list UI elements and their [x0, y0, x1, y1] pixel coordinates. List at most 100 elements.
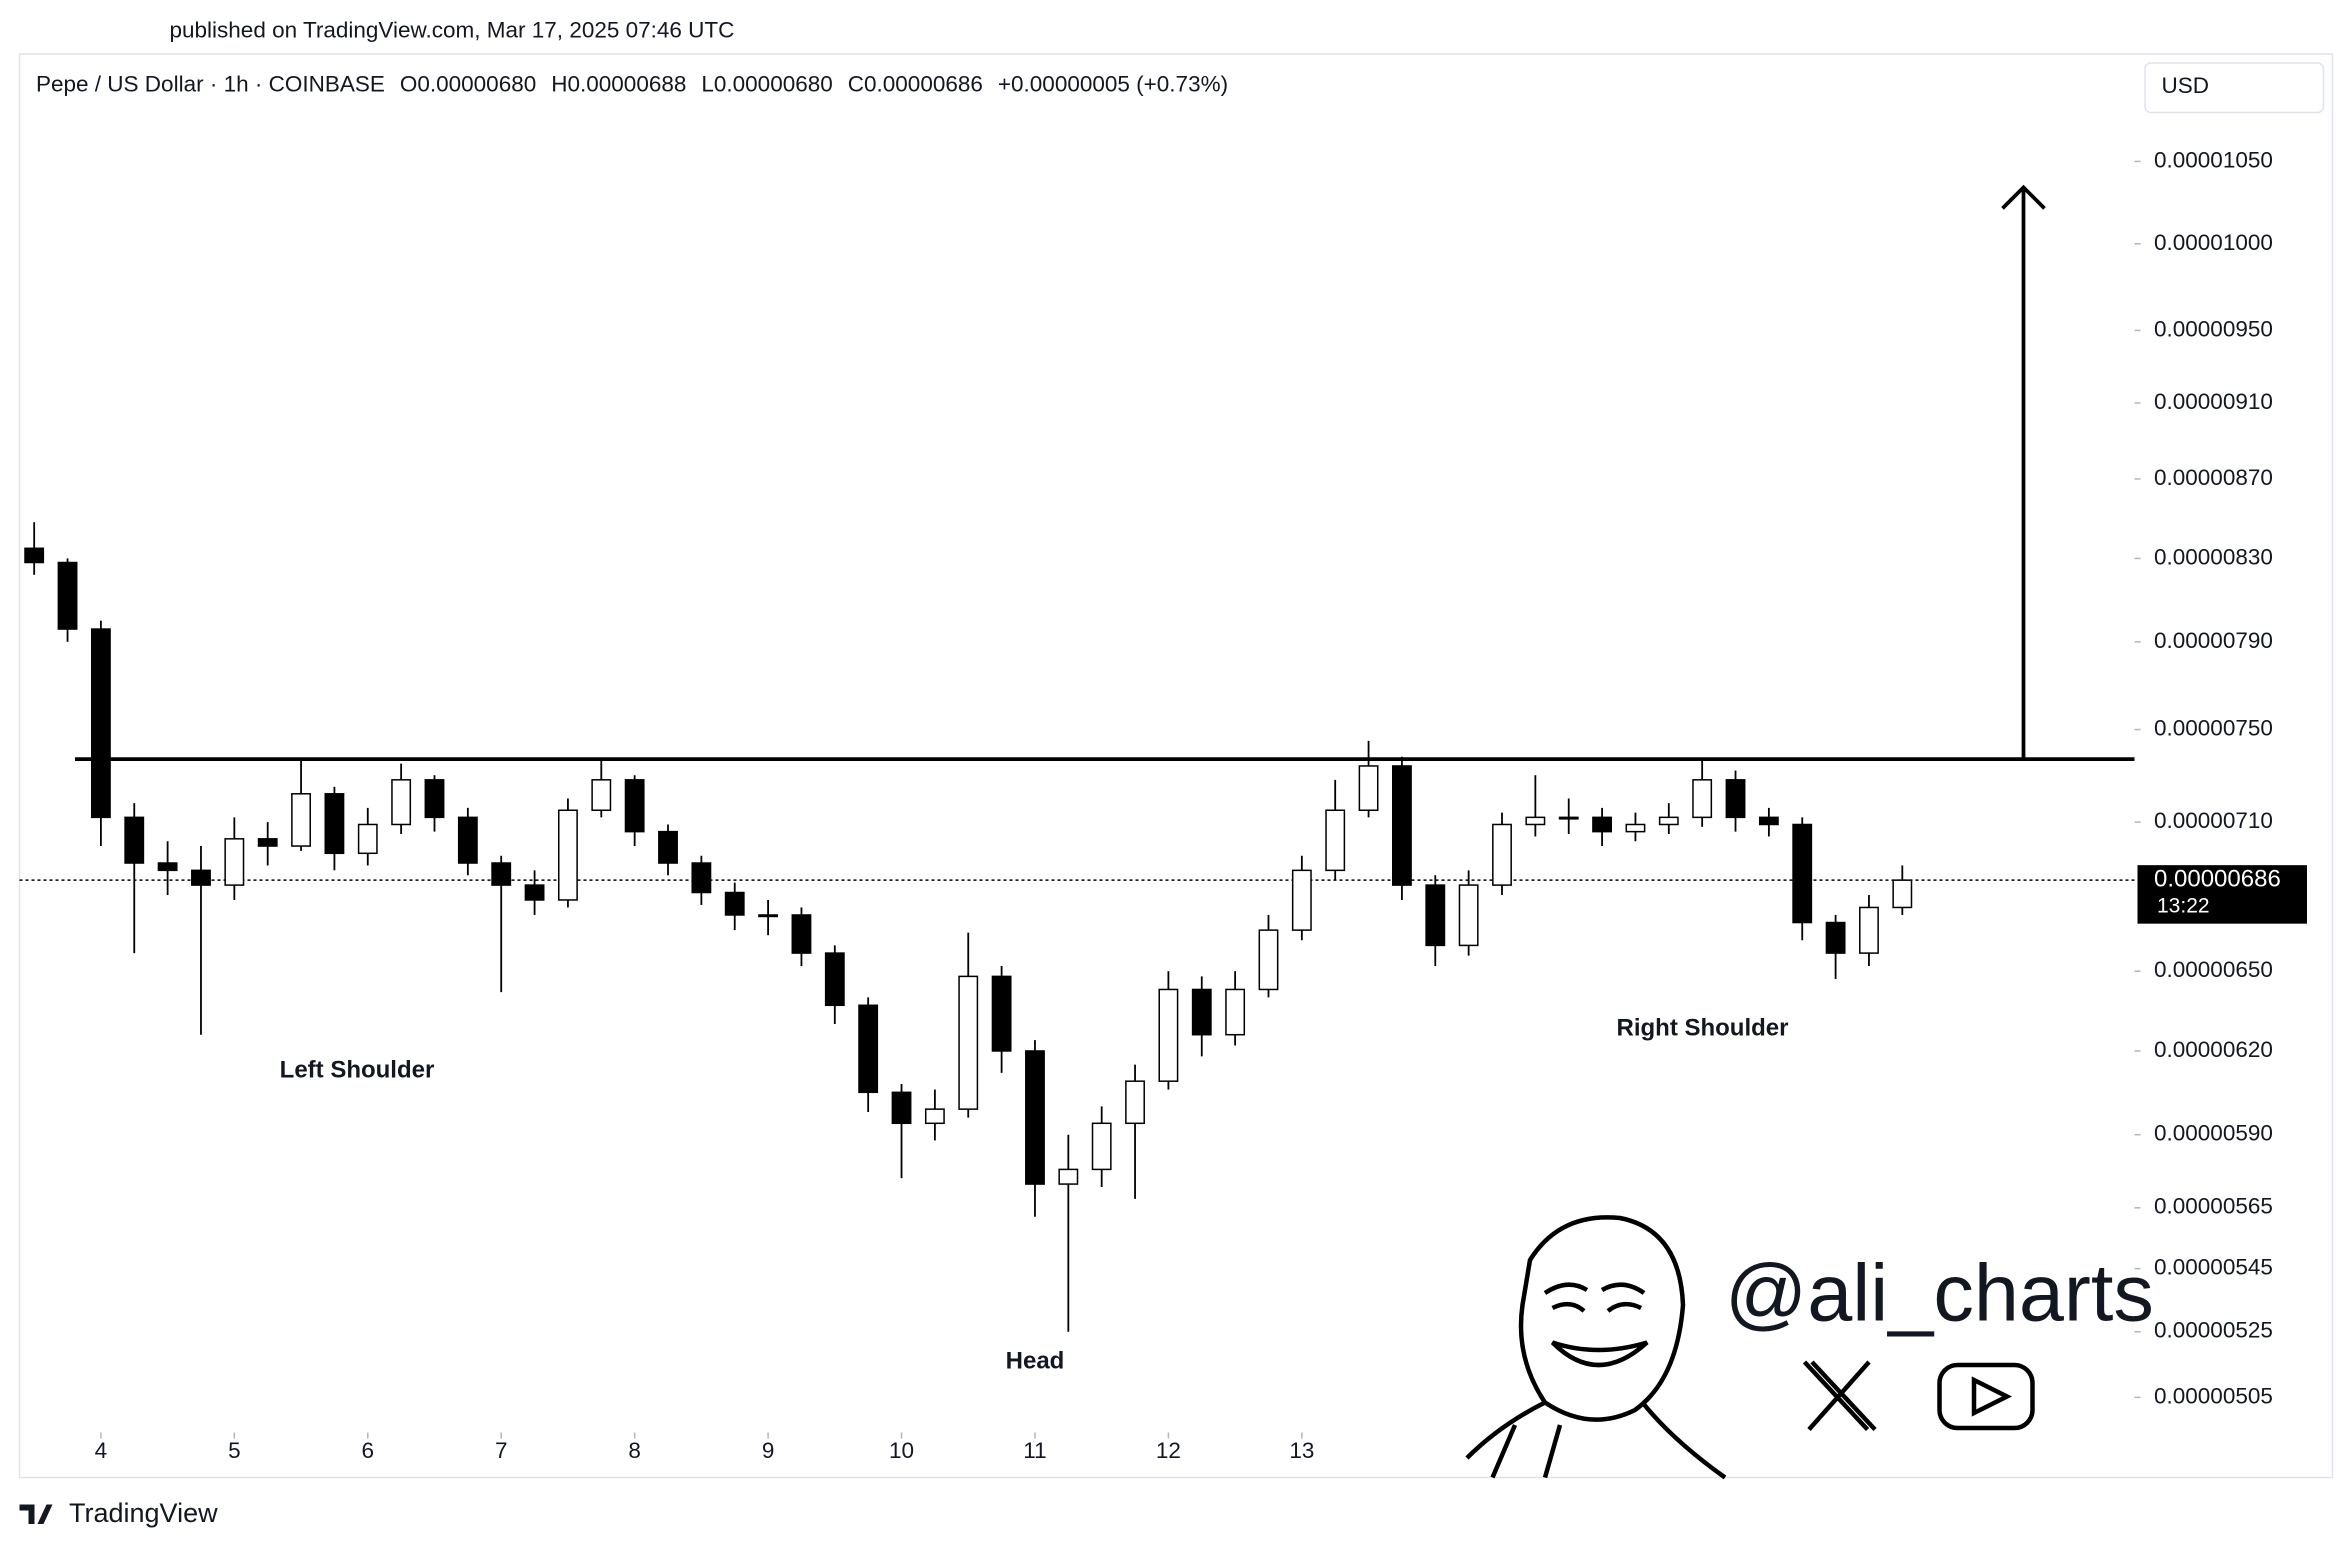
symbol: Pepe / US Dollar · 1h · COINBASE [36, 71, 385, 96]
x-icon[interactable] [1802, 1360, 1877, 1432]
ohlc-value: +0.00000005 (+0.73%) [998, 71, 1228, 96]
candle-body [1692, 779, 1713, 819]
y-tick-label: 0.00000620 [2154, 1037, 2273, 1062]
candle-body [491, 862, 512, 886]
currency-box[interactable] [2144, 62, 2325, 114]
x-tick-label: 4 [95, 1438, 108, 1463]
candle-body [791, 914, 812, 954]
candle-body [1859, 906, 1879, 954]
candle-body [1325, 809, 1346, 872]
annotation: Right Shoulder [1617, 1014, 1789, 1041]
currency: USD [2162, 73, 2210, 98]
candle-body [1792, 823, 1813, 924]
candle-body [1058, 1168, 1079, 1185]
candle-body [1191, 988, 1212, 1036]
annotation: Left Shoulder [280, 1056, 435, 1083]
candle-body [891, 1091, 912, 1125]
candle-body [391, 779, 412, 826]
candle-body [991, 975, 1012, 1052]
y-tick-label: 0.00000710 [2154, 808, 2273, 833]
y-tick-label: 0.00000830 [2154, 544, 2273, 569]
candle-body [1358, 765, 1379, 812]
price-label: 0.00000686 [2154, 866, 2281, 893]
candle-body [1391, 765, 1412, 886]
candle-body [24, 547, 45, 564]
annotation: Head [1006, 1347, 1065, 1374]
y-tick-label: 0.00000565 [2154, 1194, 2273, 1219]
x-tick-label: 8 [628, 1438, 641, 1463]
y-tick-label: 0.00000545 [2154, 1255, 2273, 1280]
published-note: published on TradingView.com, Mar 17, 20… [170, 17, 735, 42]
ohlc-value: C0.00000686 [848, 71, 983, 96]
y-tick-label: 0.00000750 [2154, 715, 2273, 740]
ohlc-value: L0.00000680 [701, 71, 832, 96]
candle-body [224, 838, 245, 886]
x-tick-label: 9 [762, 1438, 775, 1463]
candle-body [958, 975, 979, 1110]
price-label-box [2137, 865, 2307, 924]
y-tick-label: 0.00000910 [2154, 389, 2273, 414]
candle-body [658, 830, 678, 864]
ohlc-value: O0.00000680 [400, 71, 536, 96]
brand-logo [19, 1504, 53, 1525]
handle: @ali_charts [1725, 1248, 2154, 1338]
candle-body [324, 793, 345, 855]
candle-body [591, 779, 612, 812]
y-tick-label: 0.00000590 [2154, 1121, 2273, 1146]
candle-body [724, 891, 745, 916]
candle-body [1525, 816, 1546, 826]
x-tick-label: 10 [889, 1438, 914, 1463]
candle-body [457, 816, 478, 864]
candle-body [558, 809, 578, 901]
candle-body [858, 1004, 879, 1094]
candle-body [1258, 929, 1279, 991]
candle-body [424, 779, 445, 819]
x-tick-label: 7 [495, 1438, 508, 1463]
candle-body [1158, 988, 1179, 1082]
candle-body [124, 816, 145, 864]
candle-body [90, 628, 111, 819]
candle-body [1892, 879, 1913, 909]
candle-body [1091, 1122, 1112, 1171]
ohlc-value: H0.00000688 [551, 71, 686, 96]
candle-body [1825, 921, 1846, 954]
candle-body [824, 952, 845, 1007]
candle-body [1592, 816, 1613, 833]
chart-frame [18, 53, 2334, 1479]
y-tick-label: 0.00001050 [2154, 147, 2273, 172]
candle-body [1458, 884, 1479, 947]
x-tick-label: 11 [1023, 1438, 1046, 1463]
candle-body [1625, 823, 1646, 833]
candle-body [924, 1108, 945, 1125]
candle-body [1291, 869, 1312, 931]
candle-body [1225, 988, 1246, 1036]
y-tick-label: 0.00000870 [2154, 465, 2273, 490]
candle-body [1758, 816, 1779, 826]
y-tick-label: 0.00000505 [2154, 1383, 2273, 1408]
candle-body [257, 838, 278, 847]
candle-body [1425, 884, 1446, 947]
avatar [1465, 1215, 1727, 1480]
candle-body [291, 793, 311, 847]
x-tick-label: 13 [1289, 1438, 1314, 1463]
candle-body [1725, 779, 1746, 819]
candle-body [1658, 816, 1679, 826]
candle-body [758, 914, 779, 918]
y-tick-label: 0.00000790 [2154, 628, 2273, 653]
candle-body [1492, 823, 1512, 886]
x-tick-label: 6 [362, 1438, 375, 1463]
y-tick-label: 0.00000525 [2154, 1318, 2273, 1343]
candle-body [1025, 1050, 1045, 1185]
y-tick-label: 0.00000650 [2154, 957, 2273, 982]
x-tick-label: 12 [1156, 1438, 1181, 1463]
candle-body [624, 779, 645, 833]
candle-body [191, 869, 211, 886]
target-arrow [2001, 184, 2046, 760]
candle-body [57, 561, 78, 630]
candle-body [691, 862, 712, 894]
countdown: 13:22 [2157, 895, 2210, 918]
youtube-icon[interactable] [1937, 1362, 2035, 1431]
brand: TradingView [69, 1498, 218, 1528]
